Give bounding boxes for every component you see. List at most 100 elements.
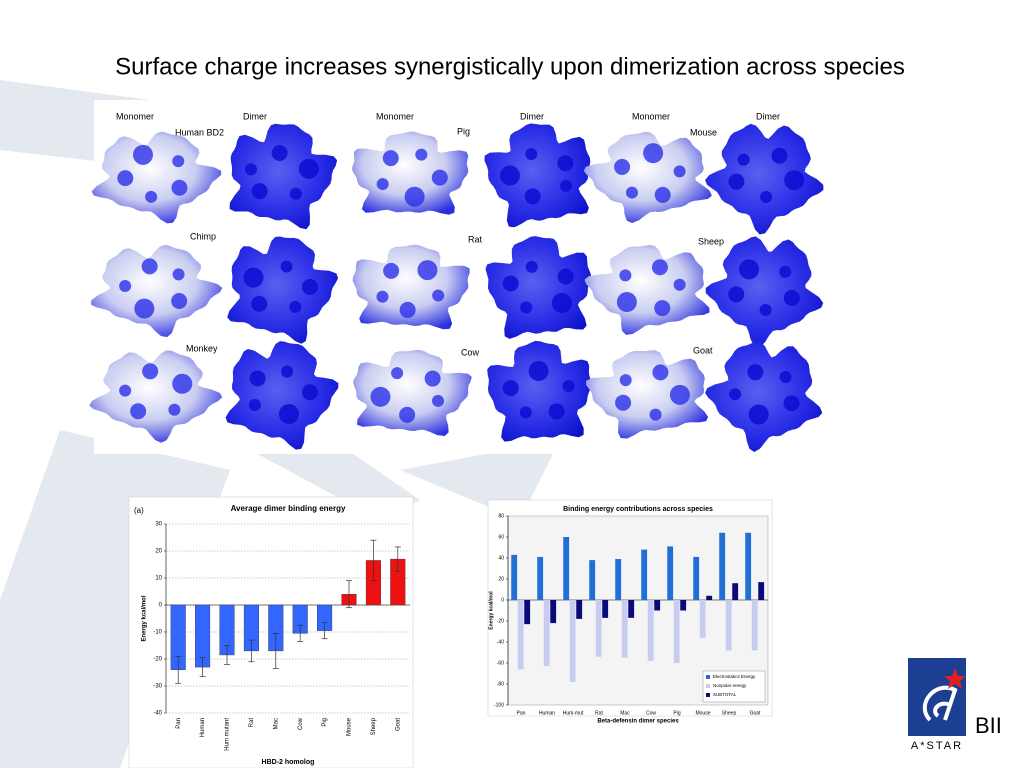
charge-patch — [748, 404, 769, 425]
bar — [589, 560, 596, 600]
bar — [725, 600, 732, 651]
charge-patch — [560, 179, 573, 192]
charge-patch — [376, 178, 389, 191]
bar — [641, 549, 648, 600]
charge-patch — [171, 293, 188, 310]
error-bar — [248, 639, 255, 663]
dimer-surface — [485, 236, 591, 339]
charge-patch — [654, 300, 671, 317]
error-bar — [370, 539, 377, 582]
charge-patch — [728, 286, 745, 303]
species-label: Chimp — [190, 231, 216, 241]
y-tick-label: 30 — [155, 522, 162, 528]
charge-patch — [424, 370, 441, 387]
charge-patch — [399, 301, 416, 318]
y-tick-label: -40 — [497, 639, 504, 645]
x-tick-label: Sheep — [722, 710, 737, 716]
species-label: Human BD2 — [175, 127, 224, 137]
logo-name: A*STAR — [911, 740, 963, 752]
charge-patch — [673, 278, 686, 291]
chart-title: Binding energy contributions across spec… — [563, 506, 713, 513]
bar — [550, 600, 557, 624]
dimer-surface — [705, 123, 824, 235]
bar — [576, 600, 583, 619]
charge-patch — [651, 259, 668, 276]
charge-patch — [619, 374, 632, 387]
monomer-surface — [584, 244, 710, 335]
charge-patch — [525, 260, 538, 273]
species-label: Rat — [468, 234, 483, 244]
charge-patch — [281, 365, 294, 378]
monomer-surface — [89, 350, 223, 443]
bar — [517, 600, 524, 670]
charge-patch — [376, 290, 389, 303]
bar — [621, 600, 628, 658]
charge-patch — [747, 364, 764, 381]
bar — [595, 600, 602, 657]
y-tick-label: -20 — [497, 618, 504, 624]
charge-patch — [739, 259, 760, 280]
charts: (a) Average dimer binding energy -40 -30 -20… — [128, 496, 773, 768]
monomer-surface — [586, 350, 709, 439]
charge-patch — [519, 406, 532, 419]
molecule-grid: Monomer Dimer Monomer Dimer Monomer Dimer Huma… — [89, 111, 824, 452]
charge-patch — [432, 289, 445, 302]
charge-patch — [383, 262, 400, 279]
legend-label: SUBTOTAL — [713, 692, 737, 697]
charge-patch — [251, 295, 268, 312]
species-label: Cow — [461, 347, 480, 357]
x-tick-label: Mac — [273, 718, 279, 729]
bar — [719, 532, 726, 600]
charge-patch — [500, 165, 521, 186]
bar — [628, 600, 635, 618]
bar — [511, 554, 518, 600]
x-tick-label: Mac — [620, 710, 630, 716]
charge-patch — [244, 163, 257, 176]
charge-patch — [391, 367, 404, 380]
y-tick-label: -10 — [153, 630, 162, 636]
charge-patch — [130, 403, 147, 420]
species-label: Monkey — [186, 343, 218, 353]
x-axis-title: Beta-defensin dimer species — [597, 719, 679, 725]
charge-patch — [673, 165, 686, 178]
charge-patch — [771, 147, 788, 164]
species-label: Pig — [457, 126, 470, 136]
charge-patch — [145, 190, 158, 203]
y-tick-label: 0 — [159, 603, 163, 609]
x-axis-title: HBD-2 homolog — [262, 759, 315, 766]
dimer-surface — [705, 341, 823, 452]
bar — [563, 537, 570, 600]
error-bar — [394, 546, 401, 572]
charge-patch — [520, 301, 533, 314]
charge-patch — [557, 155, 574, 172]
x-tick-label: Sheep — [371, 717, 377, 735]
bar — [706, 595, 713, 600]
charge-patch — [643, 143, 664, 164]
charge-patch — [399, 406, 416, 423]
charge-patch — [525, 147, 538, 160]
charge-patch — [616, 292, 637, 313]
charge-patch — [729, 388, 742, 401]
bar — [751, 600, 758, 651]
charge-patch — [134, 298, 155, 319]
error-bar — [346, 580, 352, 609]
bar — [615, 559, 622, 600]
charge-patch — [278, 403, 299, 424]
charge-patch — [783, 289, 800, 306]
charge-patch — [652, 364, 669, 381]
x-tick-label: Mouse — [347, 717, 353, 736]
legend-swatch — [706, 684, 710, 688]
x-tick-label: Human — [200, 718, 206, 737]
charge-patch — [119, 384, 132, 397]
bar — [680, 600, 687, 611]
logo: BII A*STAR — [908, 658, 1002, 752]
monomer-surface — [583, 131, 712, 223]
y-tick-label: -100 — [494, 702, 504, 708]
charge-patch — [119, 279, 132, 292]
bar — [693, 556, 700, 600]
charge-patch — [289, 300, 302, 313]
charge-patch — [551, 293, 572, 314]
charge-patch — [248, 398, 261, 411]
charge-patch — [171, 179, 188, 196]
